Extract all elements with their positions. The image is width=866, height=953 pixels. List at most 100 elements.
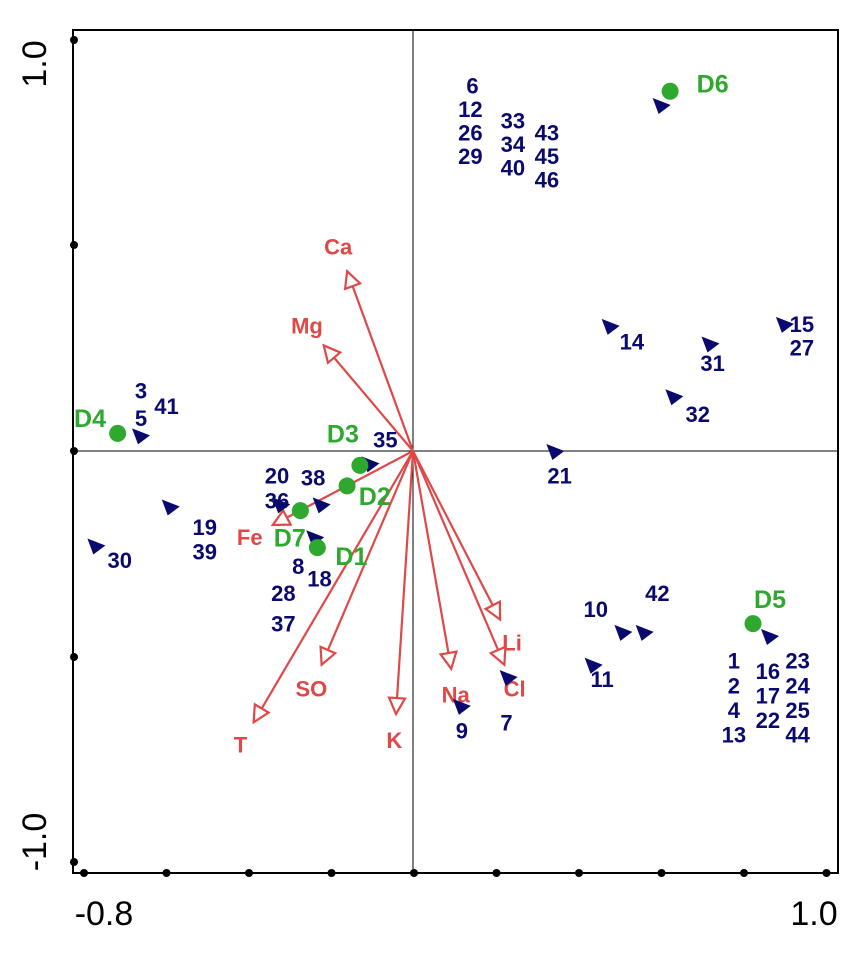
site-label: 33: [501, 109, 525, 134]
site-marker: [161, 499, 180, 516]
y-tick-dot: [70, 858, 78, 866]
y-tick-label-max: 1.0: [16, 40, 54, 87]
site-label: 11: [590, 667, 613, 692]
site-marker: [452, 698, 471, 715]
y-tick-label-min: -1.0: [16, 813, 54, 872]
x-tick-dot: [657, 869, 666, 877]
group-label: D3: [327, 420, 359, 448]
site-marker: [546, 444, 565, 460]
group-centroid-dot: [291, 502, 309, 520]
site-label: 30: [108, 548, 132, 573]
site-label: 28: [271, 581, 295, 606]
group-label: D2: [359, 483, 391, 511]
env-vector-arrow: [412, 450, 500, 620]
env-vector-arrow: [396, 450, 415, 714]
site-label: 2: [728, 673, 740, 698]
group-centroid-dot: [109, 424, 127, 442]
site-label: 5: [135, 406, 147, 431]
x-tick-dot: [245, 869, 253, 877]
site-label: 17: [756, 684, 780, 709]
x-tick-dot: [492, 869, 501, 877]
env-vector-label: Mg: [291, 314, 323, 339]
env-vector-label: SO: [296, 677, 328, 702]
site-marker: [601, 318, 620, 335]
x-tick-label-max: 1.0: [790, 895, 837, 933]
site-label: 27: [790, 335, 814, 360]
site-label: 1: [728, 649, 740, 674]
site-label: 16: [756, 659, 780, 684]
site-marker: [775, 316, 794, 333]
axes-layer: [70, 29, 839, 877]
site-label: 3: [135, 378, 147, 403]
site-marker: [584, 657, 603, 674]
site-marker: [272, 497, 291, 514]
site-label: 40: [501, 156, 525, 181]
x-tick-dot: [740, 869, 748, 877]
site-label: 9: [456, 718, 468, 743]
site-marker: [665, 389, 684, 406]
site-marker: [499, 670, 518, 687]
site-marker: [312, 497, 331, 514]
site-label: 21: [547, 464, 571, 489]
site-label: 36: [265, 488, 289, 513]
site-label: 38: [301, 466, 325, 491]
x-tick-label-min: -0.8: [75, 895, 134, 933]
y-tick-dot: [70, 241, 78, 249]
site-label: 18: [307, 566, 331, 591]
env-vector-arrow: [254, 450, 414, 722]
site-label: 13: [722, 723, 746, 748]
x-tick-dot: [575, 869, 583, 877]
group-label: D1: [335, 543, 367, 571]
env-vector-arrow: [411, 450, 451, 669]
site-label: 14: [620, 330, 645, 355]
group-label: D7: [274, 524, 306, 552]
y-tick-dot: [70, 36, 78, 44]
site-label: 26: [458, 120, 482, 145]
site-label: 35: [373, 427, 397, 452]
group-centroid-dot: [744, 615, 762, 633]
site-label: 12: [458, 97, 482, 122]
site-label: 7: [500, 710, 512, 735]
site-label: 43: [535, 120, 559, 145]
y-tick-dot: [70, 653, 78, 661]
site-markers: [87, 97, 794, 715]
site-label: 6: [466, 73, 478, 98]
site-marker: [132, 428, 150, 445]
x-tick-dot: [80, 869, 88, 877]
group-centroid-dot: [661, 82, 679, 100]
site-label: 24: [785, 673, 810, 698]
site-label: 15: [790, 312, 814, 337]
site-label: 25: [785, 698, 809, 723]
x-tick-dot: [162, 869, 171, 877]
site-label: 32: [686, 402, 710, 427]
site-label: 23: [785, 649, 809, 674]
group-centroid-dot: [338, 477, 356, 495]
env-vector-label: T: [234, 733, 248, 758]
x-tick-dot: [410, 869, 418, 877]
site-label: 45: [535, 144, 559, 169]
y-tick-dot: [70, 447, 78, 455]
site-label: 46: [535, 167, 559, 192]
env-vector-arrow: [322, 450, 415, 665]
env-vector-label: Li: [502, 631, 522, 656]
env-vector-label: Ca: [324, 235, 353, 260]
env-vector-arrow: [324, 345, 414, 452]
env-vector-label: Fe: [237, 525, 263, 550]
env-vector-arrow: [347, 271, 415, 452]
group-label: D6: [697, 70, 729, 98]
group-label: D4: [74, 405, 106, 433]
site-label: 8: [292, 554, 304, 579]
x-tick-dot: [822, 869, 831, 877]
env-vector-arrow: [411, 450, 504, 665]
site-label: 19: [193, 515, 217, 540]
site-label: 37: [271, 612, 295, 637]
site-marker: [635, 624, 654, 641]
site-marker: [761, 628, 779, 645]
x-tick-dot: [327, 869, 336, 877]
site-label: 10: [584, 597, 608, 622]
site-label: 4: [728, 698, 741, 723]
site-label: 31: [700, 351, 724, 376]
